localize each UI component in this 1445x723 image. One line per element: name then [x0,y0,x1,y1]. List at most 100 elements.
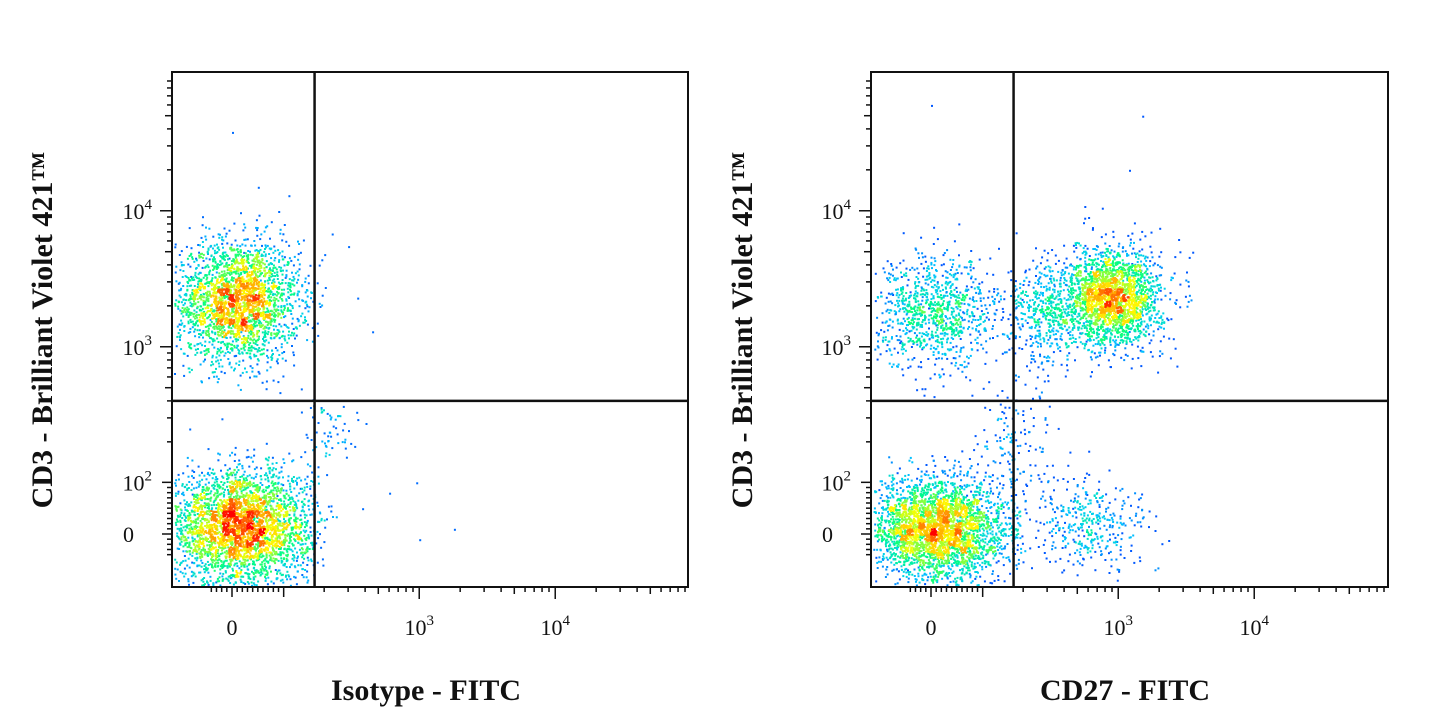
event-dot [289,535,291,537]
event-dot [223,303,226,306]
event-dot [215,497,217,500]
event-dot [253,518,255,521]
event-dot [272,293,274,296]
event-dot [284,526,287,529]
event-dot [292,328,295,330]
event-dot [264,280,267,283]
event-dot [183,519,186,522]
event-dot [216,489,219,492]
event-dot [218,327,221,330]
event-dot [255,281,258,284]
event-dot [201,522,204,525]
event-dot [226,477,229,480]
event-dot [259,502,262,505]
event-dot [200,496,203,499]
event-dot [272,264,275,267]
event-dot [299,251,302,254]
event-dot [298,298,301,301]
event-dot [242,301,245,304]
event-dot [311,541,314,544]
event-dot [206,551,209,554]
event-dot [236,333,239,336]
event-dot [273,510,275,513]
event-dot [175,484,177,487]
event-dot [310,542,313,545]
event-dot [242,582,245,584]
event-dot [261,565,264,568]
event-dot [279,506,281,509]
event-dot [218,264,221,266]
event-dot [242,278,245,281]
event-dot [207,489,210,492]
event-dot [265,532,267,535]
event-dot [265,315,268,318]
event-dot [269,556,272,559]
event-dot [283,527,286,530]
event-dot [235,270,238,273]
event-dot [184,503,187,506]
event-dot [246,275,249,278]
event-dot [293,364,296,367]
event-dot [219,505,222,508]
event-dot [249,302,252,305]
event-dot [285,549,288,552]
event-dot [207,285,210,288]
event-dot [323,519,326,522]
event-dot [189,312,192,315]
event-dot [251,318,254,321]
event-dot [216,552,219,555]
event-dot [183,539,186,542]
event-dot [191,326,194,329]
event-dot [209,318,212,321]
event-dot [256,517,259,519]
event-dot [189,253,192,256]
event-dot [272,379,275,382]
event-dot [197,508,200,511]
event-dot [207,564,210,566]
event-dot [223,295,226,298]
event-dot [199,550,202,553]
event-dot [252,500,255,503]
event-dot [259,525,262,528]
event-dot [180,310,183,313]
event-dot [238,567,241,570]
event-dot [309,531,312,533]
event-dot [204,568,207,571]
event-dot [334,418,337,421]
event-dot [195,267,197,270]
event-dot [187,342,190,345]
event-dot [269,558,272,561]
event-dot [175,524,178,526]
event-dot [251,263,254,266]
event-dot [252,290,255,293]
event-dot [268,493,271,495]
event-dot [288,518,291,521]
event-dot [198,280,201,282]
event-dot [189,530,192,533]
event-dot [214,292,217,295]
event-dot [179,563,181,566]
event-dot [200,278,203,281]
event-dot [244,303,247,306]
event-dot [268,567,271,570]
event-dot [243,301,246,304]
event-dot [266,354,268,357]
event-dot [256,543,259,546]
event-dot [319,306,322,308]
event-dot [238,253,241,256]
event-dot [206,299,209,302]
event-dot [278,323,281,326]
event-dot [267,561,270,564]
event-dot [210,284,213,287]
event-dot [272,500,275,503]
event-dot [251,272,253,274]
event-dot [200,380,203,383]
event-dot [231,573,234,576]
event-dot [292,509,295,512]
event-dot [222,535,225,538]
event-dot [280,574,283,577]
event-dot [223,275,226,278]
event-dot [207,471,210,474]
event-dot [266,316,269,319]
